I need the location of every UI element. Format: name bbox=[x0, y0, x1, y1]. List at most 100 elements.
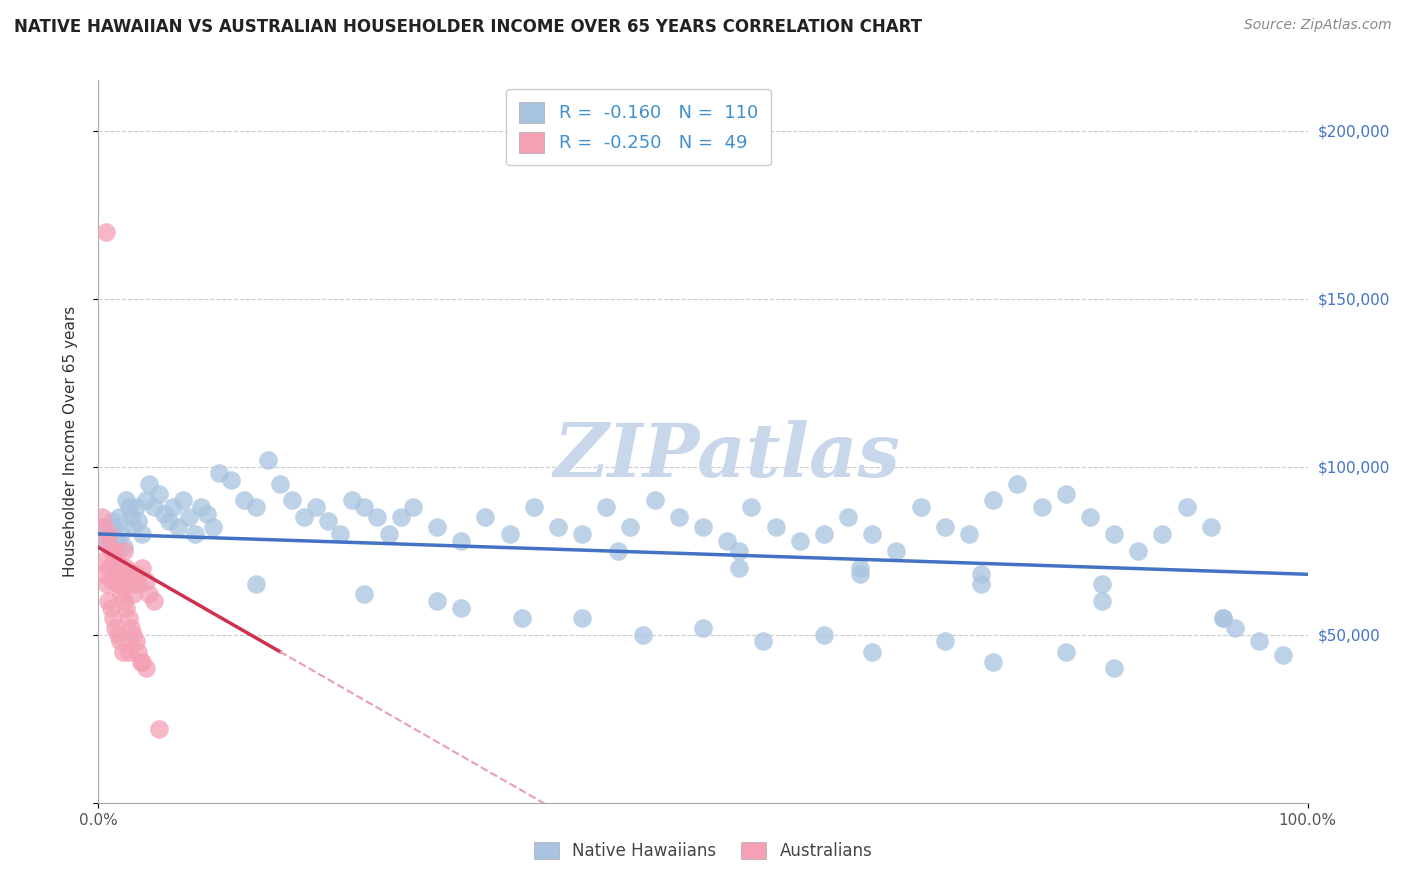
Point bbox=[426, 594, 449, 608]
Point bbox=[135, 661, 157, 675]
Point bbox=[103, 520, 125, 534]
Point bbox=[389, 510, 412, 524]
Point bbox=[342, 493, 364, 508]
Point bbox=[970, 567, 993, 582]
Point bbox=[98, 527, 121, 541]
Point bbox=[98, 560, 121, 574]
Point bbox=[138, 587, 160, 601]
Point bbox=[692, 520, 714, 534]
Point bbox=[607, 543, 630, 558]
Point bbox=[752, 634, 775, 648]
Point bbox=[98, 541, 121, 555]
Point bbox=[91, 510, 114, 524]
Point bbox=[934, 520, 956, 534]
Point bbox=[103, 543, 125, 558]
Point bbox=[131, 655, 153, 669]
Point bbox=[112, 541, 135, 555]
Point bbox=[127, 514, 149, 528]
Text: Source: ZipAtlas.com: Source: ZipAtlas.com bbox=[1244, 18, 1392, 32]
Point bbox=[115, 560, 138, 574]
Point bbox=[120, 621, 142, 635]
Point bbox=[981, 655, 1004, 669]
Point bbox=[127, 644, 149, 658]
Point bbox=[202, 520, 225, 534]
Point bbox=[148, 486, 170, 500]
Point bbox=[184, 527, 207, 541]
Point bbox=[571, 527, 593, 541]
Point bbox=[120, 510, 142, 524]
Point bbox=[595, 500, 617, 514]
Point bbox=[103, 554, 125, 568]
Point bbox=[353, 500, 375, 514]
Point bbox=[91, 554, 114, 568]
Point bbox=[1128, 543, 1150, 558]
Point bbox=[740, 500, 762, 514]
Point bbox=[112, 543, 135, 558]
Point bbox=[93, 567, 115, 582]
Point bbox=[110, 587, 132, 601]
Point bbox=[510, 611, 533, 625]
Point bbox=[474, 510, 496, 524]
Point bbox=[860, 527, 883, 541]
Point bbox=[138, 476, 160, 491]
Point bbox=[1152, 527, 1174, 541]
Point bbox=[162, 500, 184, 514]
Point bbox=[1175, 500, 1198, 514]
Point bbox=[728, 560, 751, 574]
Point bbox=[631, 628, 654, 642]
Point bbox=[353, 587, 375, 601]
Point bbox=[957, 527, 980, 541]
Point bbox=[120, 577, 142, 591]
Point bbox=[292, 510, 315, 524]
Point bbox=[93, 520, 115, 534]
Point bbox=[245, 577, 267, 591]
Point bbox=[547, 520, 569, 534]
Point bbox=[108, 567, 131, 582]
Point bbox=[125, 634, 148, 648]
Text: NATIVE HAWAIIAN VS AUSTRALIAN HOUSEHOLDER INCOME OVER 65 YEARS CORRELATION CHART: NATIVE HAWAIIAN VS AUSTRALIAN HOUSEHOLDE… bbox=[14, 18, 922, 36]
Point bbox=[152, 507, 174, 521]
Point bbox=[122, 520, 145, 534]
Point bbox=[1031, 500, 1053, 514]
Point bbox=[97, 594, 120, 608]
Legend: Native Hawaiians, Australians: Native Hawaiians, Australians bbox=[527, 835, 879, 867]
Point bbox=[122, 628, 145, 642]
Point bbox=[981, 493, 1004, 508]
Point bbox=[91, 520, 114, 534]
Point bbox=[172, 493, 194, 508]
Point bbox=[1007, 476, 1029, 491]
Point bbox=[118, 644, 141, 658]
Point bbox=[179, 510, 201, 524]
Point bbox=[108, 510, 131, 524]
Point bbox=[1199, 520, 1222, 534]
Point bbox=[135, 574, 157, 588]
Point bbox=[157, 514, 180, 528]
Point bbox=[221, 473, 243, 487]
Point bbox=[127, 577, 149, 591]
Point bbox=[195, 507, 218, 521]
Point bbox=[523, 500, 546, 514]
Point bbox=[450, 600, 472, 615]
Point bbox=[1078, 510, 1101, 524]
Point bbox=[837, 510, 859, 524]
Point bbox=[813, 628, 835, 642]
Point bbox=[100, 543, 122, 558]
Point bbox=[96, 527, 118, 541]
Point bbox=[970, 577, 993, 591]
Text: ZIPatlas: ZIPatlas bbox=[554, 420, 901, 492]
Point bbox=[1223, 621, 1246, 635]
Point bbox=[110, 577, 132, 591]
Point bbox=[1212, 611, 1234, 625]
Point bbox=[256, 453, 278, 467]
Point bbox=[110, 527, 132, 541]
Point bbox=[108, 634, 131, 648]
Point bbox=[107, 628, 129, 642]
Point bbox=[1102, 527, 1125, 541]
Point bbox=[96, 577, 118, 591]
Point bbox=[143, 500, 166, 514]
Point bbox=[100, 514, 122, 528]
Point bbox=[94, 225, 117, 239]
Point bbox=[910, 500, 932, 514]
Point bbox=[813, 527, 835, 541]
Point bbox=[1054, 644, 1077, 658]
